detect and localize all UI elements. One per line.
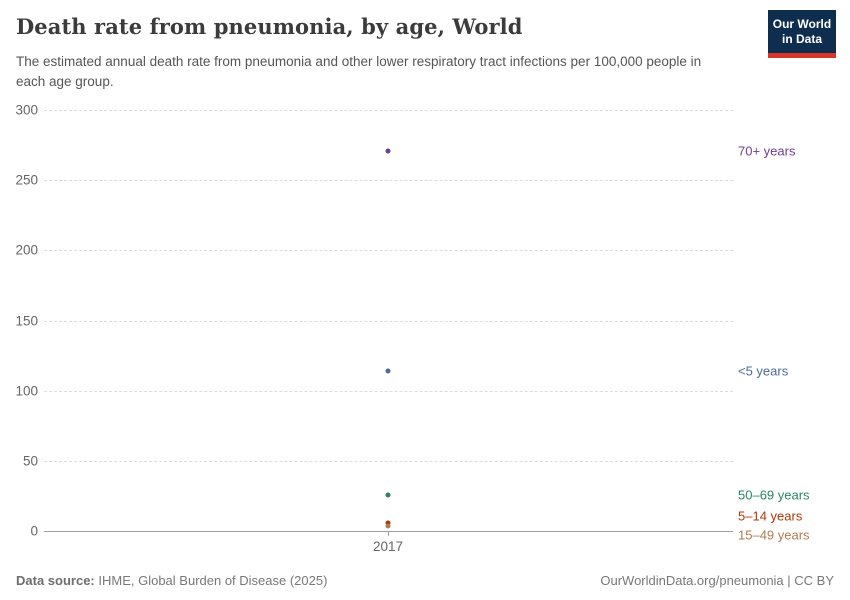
- y-tick-label: 300: [15, 102, 38, 118]
- gridline: [44, 110, 733, 111]
- gridline: [44, 250, 733, 252]
- data-point[interactable]: [385, 492, 391, 497]
- y-tick-label: 200: [15, 242, 38, 258]
- series-label[interactable]: 70+ years: [738, 143, 796, 159]
- series-label[interactable]: 15–49 years: [738, 527, 810, 543]
- data-source-label: Data source:: [16, 573, 95, 588]
- data-point[interactable]: [385, 523, 391, 529]
- data-source-line[interactable]: Data source: IHME, Global Burden of Dise…: [16, 573, 327, 588]
- owid-logo-line1: Our World: [772, 17, 832, 31]
- owid-logo[interactable]: Our World in Data: [768, 10, 836, 58]
- series-label[interactable]: 50–69 years: [738, 487, 810, 502]
- y-tick-label: 250: [15, 172, 38, 188]
- series-label[interactable]: <5 years: [738, 363, 789, 379]
- data-point[interactable]: [385, 148, 391, 154]
- data-point[interactable]: [385, 368, 391, 374]
- gridline: [44, 390, 733, 392]
- credit-link[interactable]: OurWorldinData.org/pneumonia | CC BY: [600, 573, 834, 588]
- data-point[interactable]: [385, 520, 391, 526]
- x-tick-label: 2017: [372, 539, 404, 554]
- y-tick-label: 0: [30, 523, 38, 539]
- gridline: [44, 460, 733, 462]
- series-label[interactable]: 5–14 years: [738, 508, 803, 524]
- y-tick-label: 50: [22, 453, 38, 469]
- y-tick-label: 100: [15, 383, 38, 399]
- data-source-text: IHME, Global Burden of Disease (2025): [98, 573, 328, 588]
- chart-subtitle: The estimated annual death rate from pne…: [16, 54, 702, 90]
- owid-logo-line2: in Data: [781, 32, 822, 46]
- x-tick-mark: [388, 531, 389, 536]
- gridline: [44, 180, 733, 182]
- y-tick-label: 150: [15, 313, 38, 328]
- gridline: [44, 320, 733, 322]
- page-title: Death rate from pneumonia, by age, World: [16, 14, 523, 39]
